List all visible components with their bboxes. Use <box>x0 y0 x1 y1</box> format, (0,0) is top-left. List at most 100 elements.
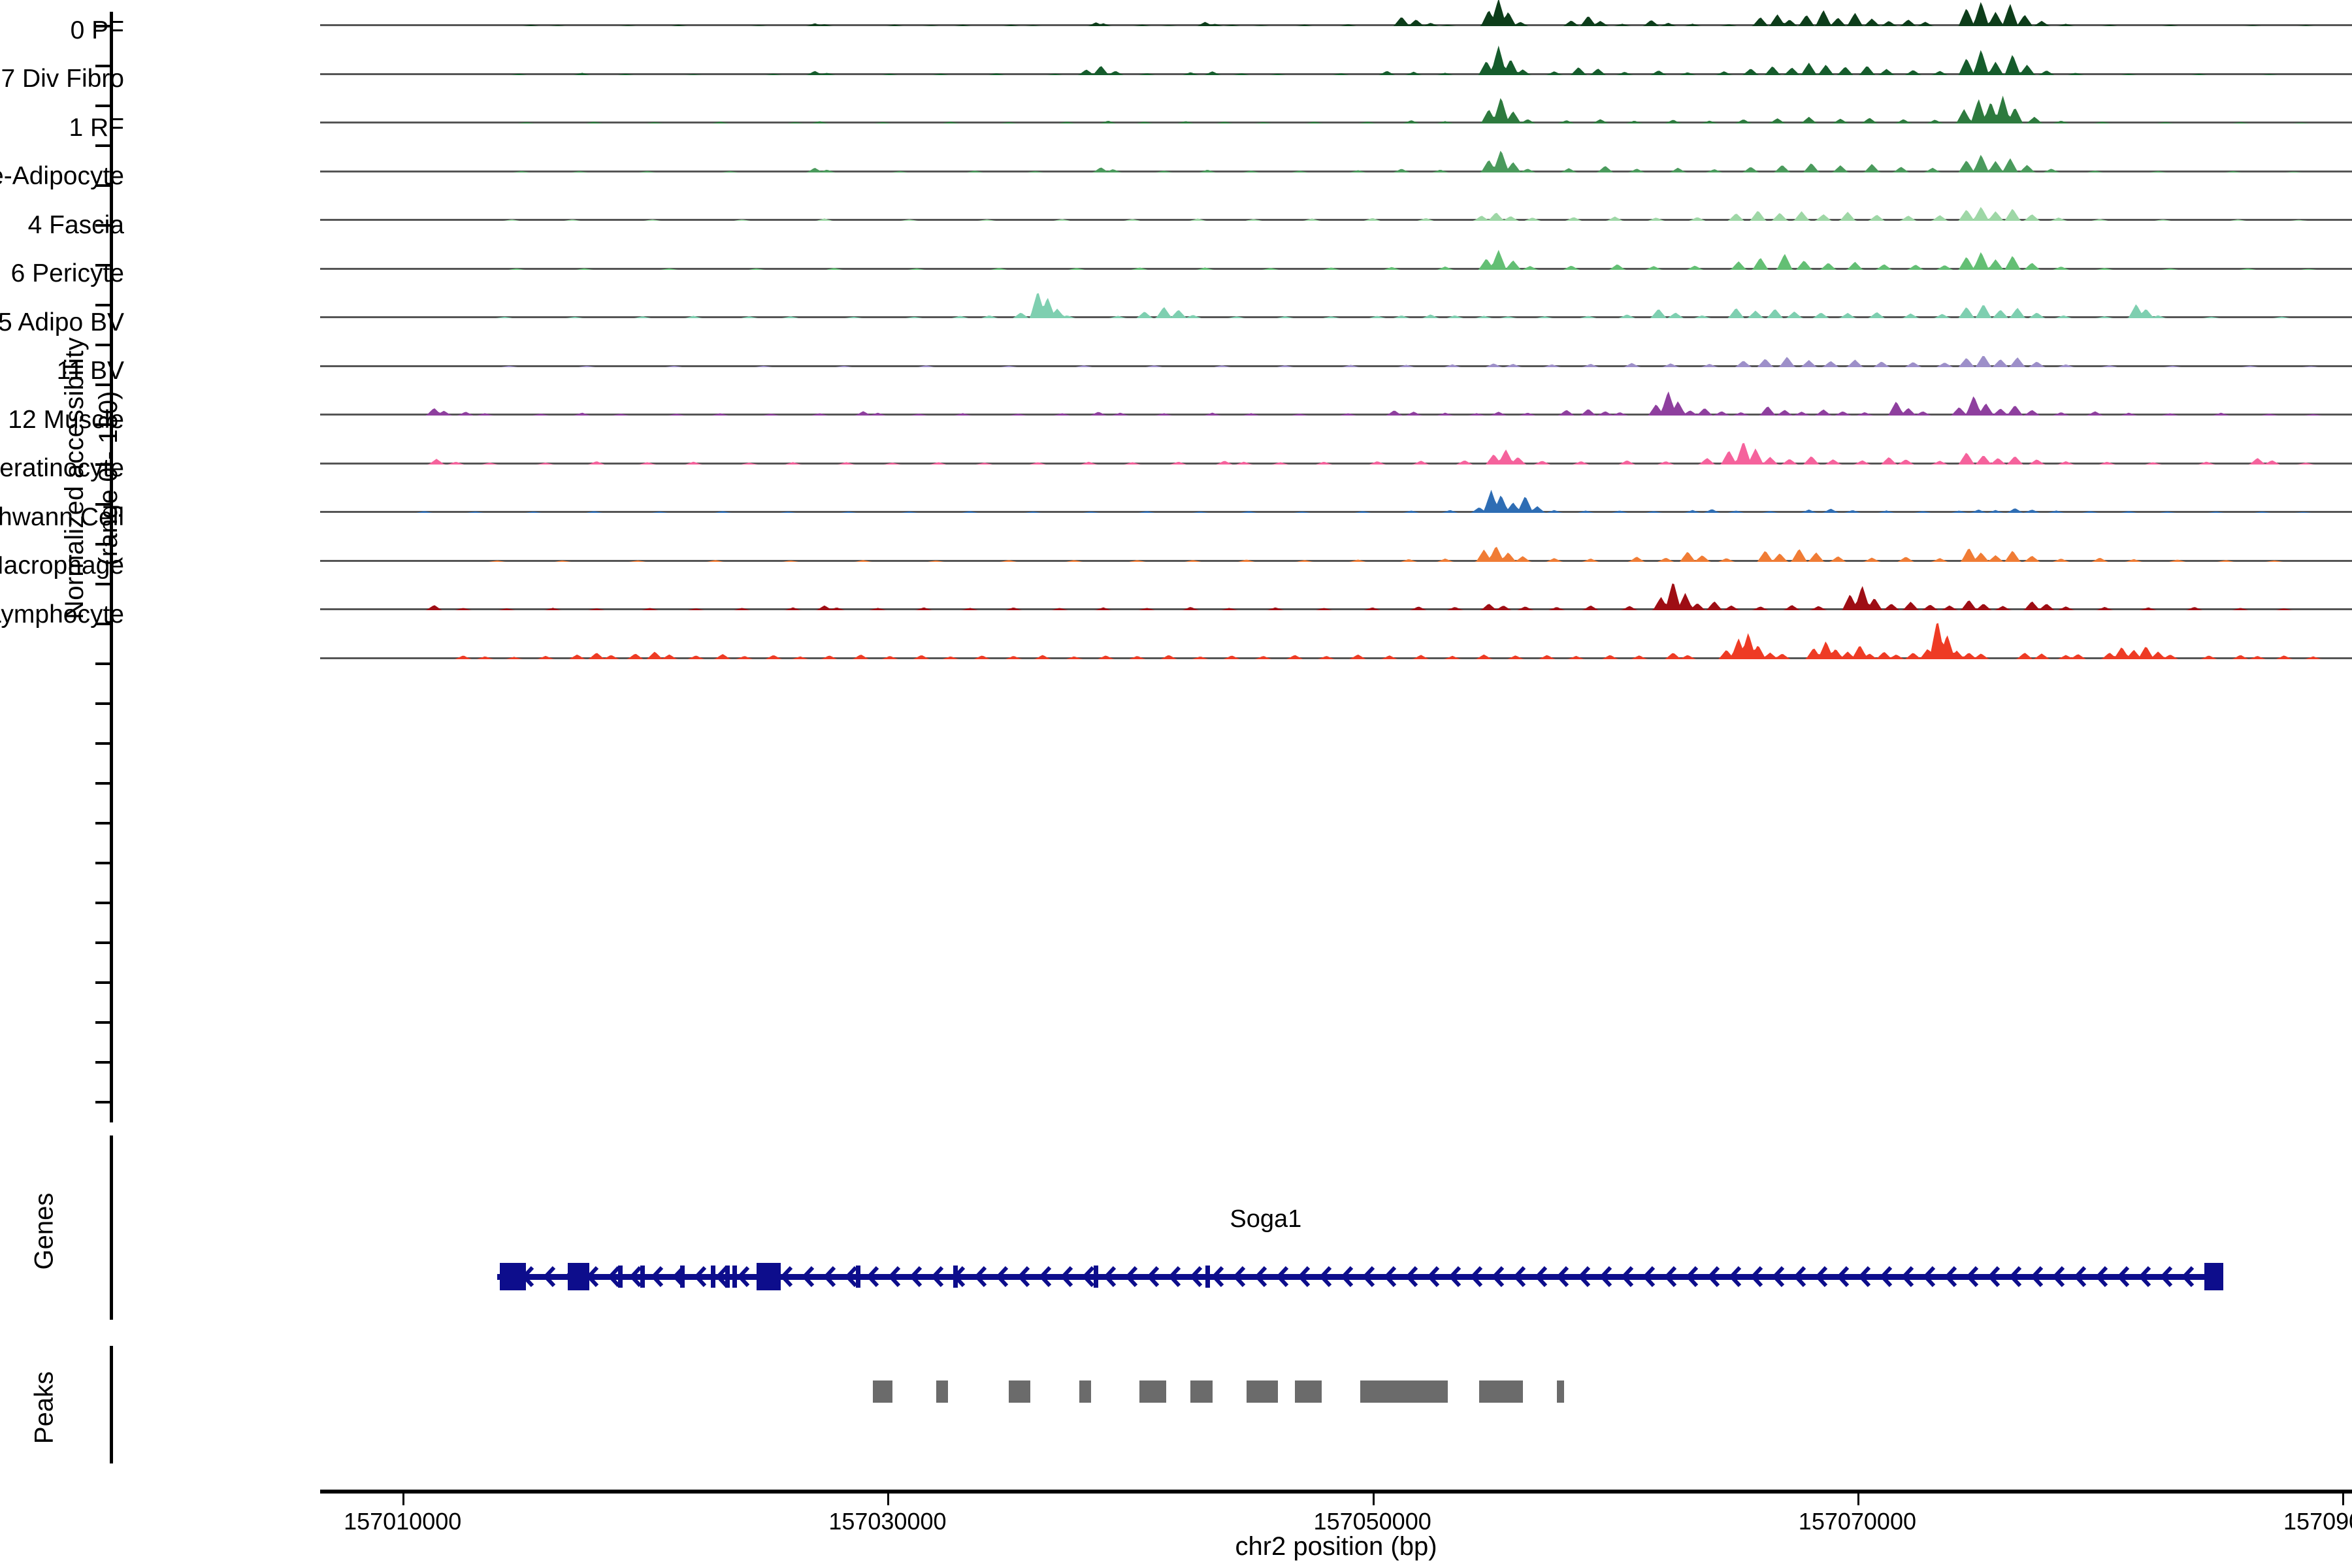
x-axis-tick-label: 157010000 <box>344 1508 462 1535</box>
gene-strand-arrow-icon <box>929 1266 946 1288</box>
y-axis-tick <box>95 384 110 386</box>
signal-track <box>320 304 2352 367</box>
gene-strand-arrow-icon <box>713 1266 730 1288</box>
track-baseline <box>320 559 2352 562</box>
gene-strand-arrow-icon <box>1856 1266 1873 1288</box>
gene-exon <box>618 1266 623 1288</box>
gene-strand-arrow-icon <box>1102 1266 1119 1288</box>
signal-area <box>320 45 2352 75</box>
gene-strand-arrow-icon <box>2093 1266 2110 1288</box>
gene-strand-arrow-icon <box>1317 1266 1334 1288</box>
gene-strand-arrow-icon <box>1274 1266 1291 1288</box>
track-baseline <box>320 219 2352 221</box>
gene-strand-arrow-icon <box>778 1266 795 1288</box>
gene-strand-arrow-icon <box>1533 1266 1550 1288</box>
signal-track <box>320 547 2352 610</box>
gene-exon <box>953 1266 958 1288</box>
y-axis-tick <box>95 1101 110 1103</box>
gene-track: Soga1 <box>320 1169 2352 1339</box>
track-baseline <box>320 608 2352 610</box>
y-axis-tick <box>95 662 110 665</box>
gene-exon <box>725 1266 730 1288</box>
peak-region <box>1294 1380 1322 1403</box>
peak-track <box>320 1372 2352 1411</box>
track-label-3-keratinocyte: 3 Keratinocyte <box>0 454 124 482</box>
signal-area <box>320 206 2352 221</box>
track-baseline <box>320 462 2352 465</box>
x-axis-tick-label: 157050000 <box>1313 1508 1431 1535</box>
y-axis-tick <box>95 503 110 506</box>
gene-strand-arrow-icon <box>541 1266 558 1288</box>
signal-area <box>320 583 2352 610</box>
peak-region <box>1246 1380 1278 1403</box>
gene-strand-arrow-icon <box>1403 1266 1420 1288</box>
gene-strand-arrow-icon <box>1813 1266 1830 1288</box>
gene-strand-arrow-icon <box>627 1266 644 1288</box>
y-axis-tick <box>95 702 110 705</box>
track-baseline <box>320 414 2352 416</box>
track-baseline <box>320 122 2352 123</box>
y-axis-tick <box>95 264 110 267</box>
x-axis-line <box>320 1490 2352 1494</box>
genes-section-label: Genes <box>29 1192 59 1270</box>
gene-strand-arrow-icon <box>2158 1266 2175 1288</box>
gene-strand-arrow-icon <box>1727 1266 1744 1288</box>
gene-strand-arrow-icon <box>1123 1266 1140 1288</box>
gene-strand-arrow-icon <box>1770 1266 1787 1288</box>
track-baseline <box>320 24 2352 26</box>
x-axis-tick <box>1372 1494 1375 1505</box>
gene-strand-arrow-icon <box>1145 1266 1162 1288</box>
track-label-11-bv: 11 BV <box>56 357 124 385</box>
gene-strand-arrow-icon <box>1425 1266 1442 1288</box>
gene-strand-arrow-icon <box>1964 1266 1981 1288</box>
peak-region <box>1008 1380 1031 1403</box>
gene-strand-arrow-icon <box>1597 1266 1614 1288</box>
signal-track <box>320 207 2352 270</box>
track-label-12-muscle: 12 Muscle <box>8 405 124 434</box>
signal-track <box>320 450 2352 513</box>
gene-exon <box>1205 1266 1210 1288</box>
gene-strand-arrow-icon <box>843 1266 860 1288</box>
y-axis-tick <box>95 344 110 346</box>
track-label-13-lymphocyte: 13 Lymphocyte <box>0 600 124 629</box>
gene-strand-arrow-icon <box>1791 1266 1808 1288</box>
gene-strand-arrow-icon <box>1705 1266 1722 1288</box>
y-axis-tick <box>95 304 110 306</box>
signal-track <box>320 12 2352 75</box>
gene-exon <box>680 1266 685 1288</box>
y-axis-tick <box>95 144 110 147</box>
peaks-axis-spine <box>110 1346 113 1463</box>
gene-strand-arrow-icon <box>649 1266 666 1288</box>
gene-strand-arrow-icon <box>1080 1266 1097 1288</box>
track-label-7-div-fibro: 7 Div Fibro <box>1 65 124 93</box>
x-axis-tick <box>402 1494 405 1505</box>
gene-strand-arrow-icon <box>1641 1266 1658 1288</box>
peak-region <box>936 1380 949 1403</box>
y-axis-tick <box>95 583 110 585</box>
gene-strand-arrow-icon <box>1382 1266 1399 1288</box>
gene-strand-arrow-icon <box>1554 1266 1571 1288</box>
signal-track <box>320 353 2352 416</box>
gene-exon <box>1093 1266 1098 1288</box>
gene-strand-arrow-icon <box>994 1266 1011 1288</box>
genes-axis-spine <box>110 1135 113 1320</box>
gene-strand-arrow-icon <box>1446 1266 1463 1288</box>
gene-strand-arrow-icon <box>2050 1266 2067 1288</box>
signal-track <box>320 596 2352 659</box>
peak-region <box>1139 1380 1167 1403</box>
track-label-1-rf: 1 RF <box>69 113 124 142</box>
y-axis-tick <box>95 543 110 546</box>
signal-axis-spine <box>110 12 113 1122</box>
x-axis: 157010000 157030000 157050000 157070000 1570… <box>320 1490 2352 1568</box>
signal-track <box>320 402 2352 465</box>
peak-region <box>1079 1380 1092 1403</box>
gene-exon <box>732 1266 737 1288</box>
gene-name-label: Soga1 <box>1230 1205 1302 1233</box>
x-axis-tick-label: 157070000 <box>1798 1508 1917 1535</box>
signal-track <box>320 499 2352 562</box>
signal-track <box>320 255 2352 318</box>
gene-strand-arrow-icon <box>2136 1266 2153 1288</box>
track-baseline <box>320 316 2352 318</box>
gene-strand-arrow-icon <box>606 1266 623 1288</box>
